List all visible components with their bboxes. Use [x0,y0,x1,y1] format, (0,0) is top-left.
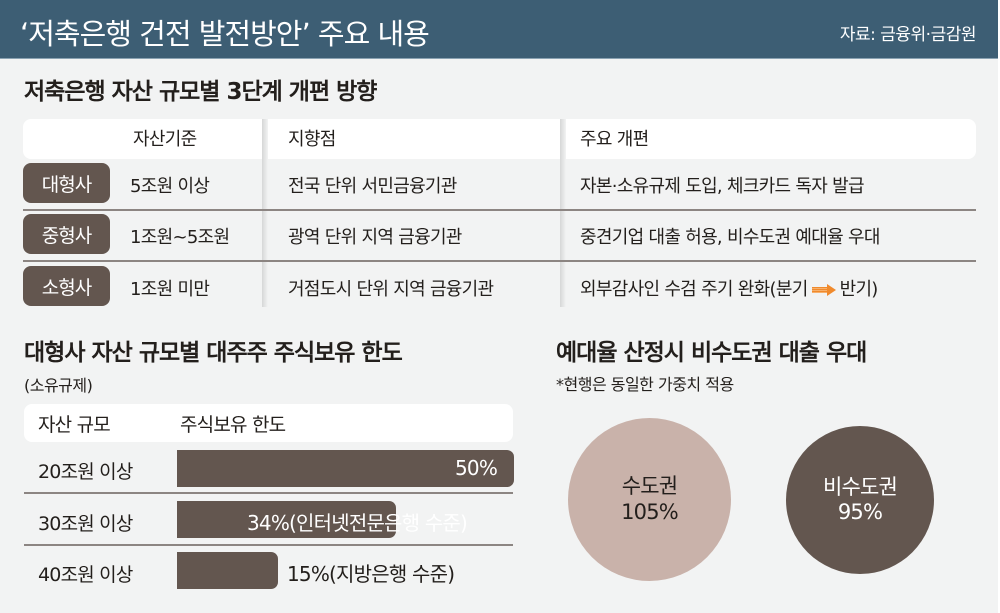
bar-category: 20조원 이상 [38,461,133,483]
bar-30tn [177,501,396,538]
bar-value-label: 15%(지방은행 수준) [287,562,455,586]
reform-table-header [23,119,976,159]
ownership-chart-title: 대형사 자산 규모별 대주주 주식보유 한도 [24,340,403,366]
column-header-asset: 자산기준 [133,129,197,150]
circle-value: 95% [837,500,883,524]
header-bar: ‘저축은행 건전 발전방안’ 주요 내용 자료: 금융위·금감원 [0,0,998,59]
capital-area-circle: 수도권 105% [568,418,731,581]
column-header-goal: 지향점 [288,129,336,150]
row-divider [24,492,513,494]
circle-value: 105% [621,499,679,524]
row-divider [23,209,976,211]
reform-after: 반기) [839,279,879,300]
bar-category: 40조원 이상 [38,564,133,586]
column-header-reform: 주요 개편 [580,129,649,150]
ldr-note: *현행은 동일한 가중치 적용 [556,375,734,394]
orientation-goal: 광역 단위 지역 금융기관 [288,227,462,248]
column-divider [560,119,566,307]
asset-criteria: 1조원~5조원 [130,227,230,248]
row-divider [23,260,976,262]
main-reform: 외부감사인 수검 주기 완화(분기 반기) [580,275,878,301]
column-divider [262,119,268,307]
bar-value-label: 34%(인터넷전문은행 수준) [247,511,468,535]
category-pill-medium: 중형사 [23,214,110,254]
asset-criteria: 5조원 이상 [130,176,210,197]
circle-label: 수도권 [621,474,678,499]
bar-chart-header [24,404,513,442]
arrow-right-icon [811,284,836,296]
page-title: ‘저축은행 건전 발전방안’ 주요 내용 [20,17,430,51]
column-header-asset-size: 자산 규모 [38,414,111,436]
bar-40tn [177,552,278,589]
orientation-goal: 거점도시 단위 지역 금융기관 [288,279,494,300]
ldr-title: 예대율 산정시 비수도권 대출 우대 [556,340,867,366]
bar-20tn [177,450,514,487]
bar-category: 30조원 이상 [38,513,133,535]
asset-criteria: 1조원 미만 [130,279,210,300]
non-capital-area-circle: 비수도권 95% [786,426,934,574]
reform-table-title: 저축은행 자산 규모별 3단계 개편 방향 [24,79,377,105]
main-reform: 중견기업 대출 허용, 비수도권 예대율 우대 [580,227,880,248]
row-divider [24,544,513,546]
circle-label: 비수도권 [822,474,898,499]
reform-before: 외부감사인 수검 주기 완화(분기 [580,279,808,300]
source-label: 자료: 금융위·금감원 [839,25,977,45]
bar-value-label: 50% [455,456,498,480]
category-pill-large: 대형사 [23,163,110,203]
main-reform: 자본·소유규제 도입, 체크카드 독자 발급 [580,176,865,197]
category-pill-small: 소형사 [23,266,110,306]
ownership-chart-subtitle: (소유규제) [24,376,93,395]
column-header-share-limit: 주식보유 한도 [180,414,286,436]
orientation-goal: 전국 단위 서민금융기관 [288,176,457,197]
